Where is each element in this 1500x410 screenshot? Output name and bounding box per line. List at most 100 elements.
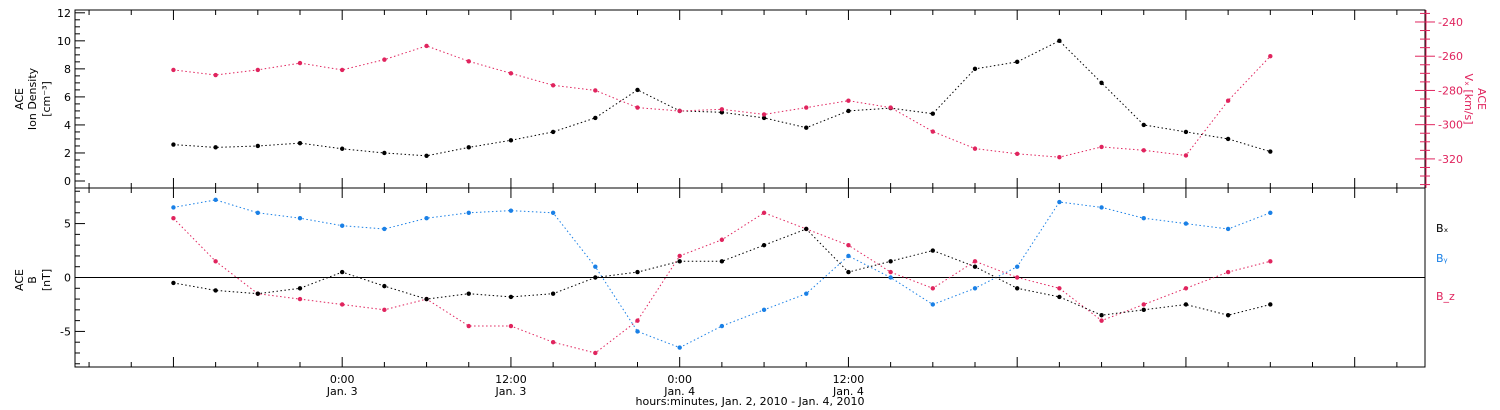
top-left-tick-label: 4 <box>64 119 71 132</box>
vx-point <box>339 67 345 73</box>
bz-point <box>761 210 767 216</box>
bx-point <box>1099 313 1104 318</box>
bx-point <box>213 288 218 293</box>
vx-point <box>635 105 640 110</box>
top-left-tick-label: 2 <box>64 147 71 160</box>
vx-point <box>846 98 851 103</box>
bottom-left-tick-label: 5 <box>64 218 71 231</box>
x-tick-time: 0:00 <box>667 373 692 386</box>
ion-density-point <box>1268 149 1273 154</box>
vx-point <box>888 105 893 110</box>
top-left-tick-label: 8 <box>64 63 71 76</box>
bx-point <box>1268 302 1273 307</box>
bx-point <box>508 294 514 300</box>
ion-density-point <box>1014 59 1020 65</box>
bz-point <box>593 350 598 356</box>
top-left-label-line1: ACE <box>13 88 26 110</box>
bz-point <box>846 242 851 248</box>
bx-point <box>677 259 682 264</box>
by-point <box>593 264 598 269</box>
legend-bz: B_z <box>1436 290 1455 303</box>
vx-point <box>508 71 514 76</box>
ion-density-point <box>1141 122 1146 128</box>
bx-point <box>719 259 725 264</box>
x-tick-day: Jan. 3 <box>494 385 526 398</box>
bz-point <box>1141 302 1146 307</box>
bottom-data-points <box>171 197 1273 356</box>
by-point <box>255 210 261 216</box>
by-point <box>1057 199 1062 205</box>
top-right-tick-label: -240 <box>1438 16 1463 29</box>
bz-point <box>1183 286 1189 291</box>
vx-point <box>466 59 471 64</box>
bottom-panel: -5 0 5 ACE B [nT] Bₓ Bᵧ B_z <box>13 187 1455 368</box>
vx-point <box>719 107 725 112</box>
bz-trace <box>173 212 1271 354</box>
vx-point <box>550 83 556 88</box>
ion-density-point <box>213 145 218 150</box>
x-tick-time: 12:00 <box>833 373 865 386</box>
top-right-tick-label: -280 <box>1438 84 1463 97</box>
top-data-points <box>171 38 1273 160</box>
bottom-left-tick-label: 0 <box>64 272 71 285</box>
bz-point <box>677 253 682 259</box>
top-left-label-line3: [cm⁻³] <box>40 81 53 117</box>
bz-point <box>1268 259 1273 264</box>
top-left-tick-label: 10 <box>57 35 71 48</box>
bz-point <box>339 302 345 307</box>
x-tick-day: Jan. 3 <box>326 385 358 398</box>
top-left-axis: 0 2 4 6 8 10 12 <box>57 7 85 188</box>
bx-point <box>761 242 767 248</box>
top-right-tick-label: -260 <box>1438 50 1463 63</box>
bx-point <box>297 286 303 291</box>
top-right-axis: -240 -260 -280 -300 -320 <box>1415 10 1463 188</box>
by-point <box>719 323 725 329</box>
x-tick-day: Jan. 4 <box>663 385 695 398</box>
bottom-left-label-line2: B <box>26 276 39 284</box>
ion-density-trace <box>173 40 1271 157</box>
ion-density-point <box>550 129 556 135</box>
by-point <box>1141 215 1146 221</box>
top-panel-frame <box>74 9 1426 189</box>
ion-density-point <box>424 153 429 158</box>
bottom-left-axis: -5 0 5 <box>60 190 85 365</box>
ion-density-point <box>508 138 514 143</box>
vx-point <box>930 129 936 134</box>
bottom-left-tick-label: -5 <box>60 325 71 338</box>
bx-point <box>593 275 598 280</box>
x-tick-day: Jan. 4 <box>832 385 864 398</box>
bz-point <box>888 269 893 275</box>
ion-density-point <box>761 115 767 121</box>
ion-density-point <box>635 87 640 93</box>
vx-point <box>1141 148 1146 153</box>
vx-point <box>761 112 767 117</box>
vx-point <box>213 72 218 78</box>
vx-point <box>297 60 303 66</box>
ion-density-point <box>297 140 303 146</box>
bx-point <box>1183 302 1189 307</box>
top-left-tick-label: 6 <box>64 91 71 104</box>
vx-point <box>1268 54 1273 59</box>
bz-point <box>1057 286 1062 291</box>
bx-point <box>1057 294 1062 300</box>
by-point <box>382 226 387 232</box>
bottom-left-label-line1: ACE <box>13 269 26 291</box>
top-left-label-line2: Ion Density <box>26 67 39 130</box>
ion-density-point <box>1225 136 1231 142</box>
bottom-left-label-line3: [nT] <box>40 269 53 291</box>
vx-trace <box>173 45 1271 158</box>
by-point <box>508 208 514 213</box>
top-right-tick-label: -300 <box>1438 119 1463 132</box>
ion-density-point <box>382 150 387 156</box>
by-point <box>213 197 218 203</box>
x-axis <box>88 10 1398 367</box>
vx-point <box>382 57 387 62</box>
ion-density-point <box>930 111 936 116</box>
vx-point <box>1014 151 1020 156</box>
by-point <box>297 215 303 221</box>
ion-density-point <box>719 110 725 115</box>
legend-bx: Bₓ <box>1436 222 1449 235</box>
bx-point <box>930 248 936 253</box>
